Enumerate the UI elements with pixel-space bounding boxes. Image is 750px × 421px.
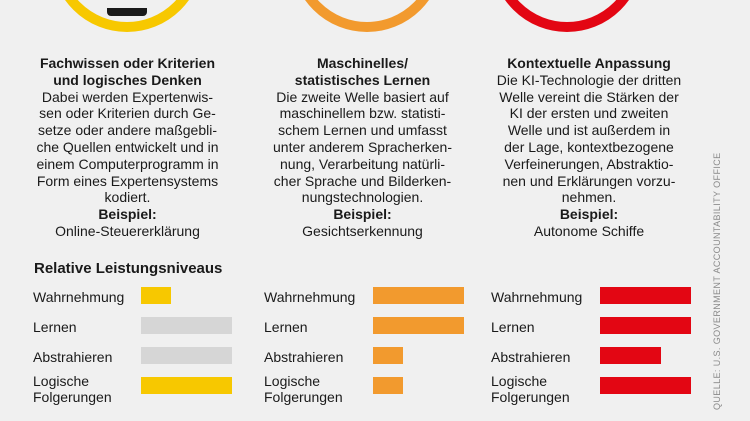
g2-label-logische-folgerungen: Logische Folgerungen xyxy=(264,373,343,405)
g1-label-logische-folgerungen: Logische Folgerungen xyxy=(33,373,112,405)
g3-label-abstrahieren: Abstrahieren xyxy=(491,349,571,365)
g2-bar-logische-folgerungen xyxy=(373,377,403,394)
wave-3-description: Die KI-Technologie der dritten Welle ver… xyxy=(496,71,682,206)
wave-1-title: Fachwissen oder Kriterien und logisches … xyxy=(39,55,216,88)
wave-1-example-label: Beispiel: xyxy=(98,206,157,223)
wave-3-example-label: Beispiel: xyxy=(559,206,619,223)
wave-2-example: Gesichtserkennung xyxy=(302,222,423,239)
wave-2-description: Die zweite Welle basiert auf maschinelle… xyxy=(273,88,452,206)
g3-bar-abstrahieren xyxy=(600,347,661,364)
g1-bar-logische-folgerungen xyxy=(141,377,232,394)
g3-label-logische-folgerungen: Logische Folgerungen xyxy=(491,373,570,405)
g3-bar-lernen xyxy=(600,317,691,334)
g1-label-lernen: Lernen xyxy=(33,319,77,335)
wave-3-column: Kontextuelle Anpassung Die KI-Technologi… xyxy=(478,55,700,240)
g1-label-wahrnehmung: Wahrnehmung xyxy=(33,289,125,305)
wave-1-example: Online-Steuererklärung xyxy=(55,222,200,239)
wave-1-column: Fachwissen oder Kriterien und logisches … xyxy=(20,55,235,240)
wave-3-example: Autonome Schiffe xyxy=(533,222,645,239)
wave-3-title: Kontextuelle Anpassung xyxy=(507,55,671,71)
g2-label-lernen: Lernen xyxy=(264,319,308,335)
wave-2-example-label: Beispiel: xyxy=(333,206,392,223)
g2-bar-wahrnehmung xyxy=(373,287,464,304)
g1-bar-lernen xyxy=(141,317,232,334)
g1-bar-wahrnehmung xyxy=(141,287,171,304)
g3-bar-wahrnehmung xyxy=(600,287,691,304)
g3-label-lernen: Lernen xyxy=(491,319,535,335)
g3-bar-logische-folgerungen xyxy=(600,377,691,394)
performance-title: Relative Leistungsniveaus xyxy=(34,260,223,277)
wave-1-description: Dabei werden Expertenwis- sen oder Krite… xyxy=(36,88,219,206)
g2-label-abstrahieren: Abstrahieren xyxy=(264,349,344,365)
wave-3-ring xyxy=(491,0,643,32)
g2-bar-abstrahieren xyxy=(373,347,403,364)
g1-label-abstrahieren: Abstrahieren xyxy=(33,349,113,365)
wave-1-icon xyxy=(107,8,147,16)
wave-2-column: Maschinelles/ statistisches Lernen Die z… xyxy=(255,55,470,240)
wave-2-ring xyxy=(291,0,443,32)
g2-label-wahrnehmung: Wahrnehmung xyxy=(264,289,356,305)
wave-2-title: Maschinelles/ statistisches Lernen xyxy=(294,55,431,88)
g3-label-wahrnehmung: Wahrnehmung xyxy=(491,289,583,305)
source-credit: QUELLE: U.S. GOVERNMENT ACCOUNTABILITY O… xyxy=(712,152,722,410)
wave-1-ring xyxy=(51,0,203,32)
g1-bar-abstrahieren xyxy=(141,347,232,364)
g2-bar-lernen xyxy=(373,317,464,334)
